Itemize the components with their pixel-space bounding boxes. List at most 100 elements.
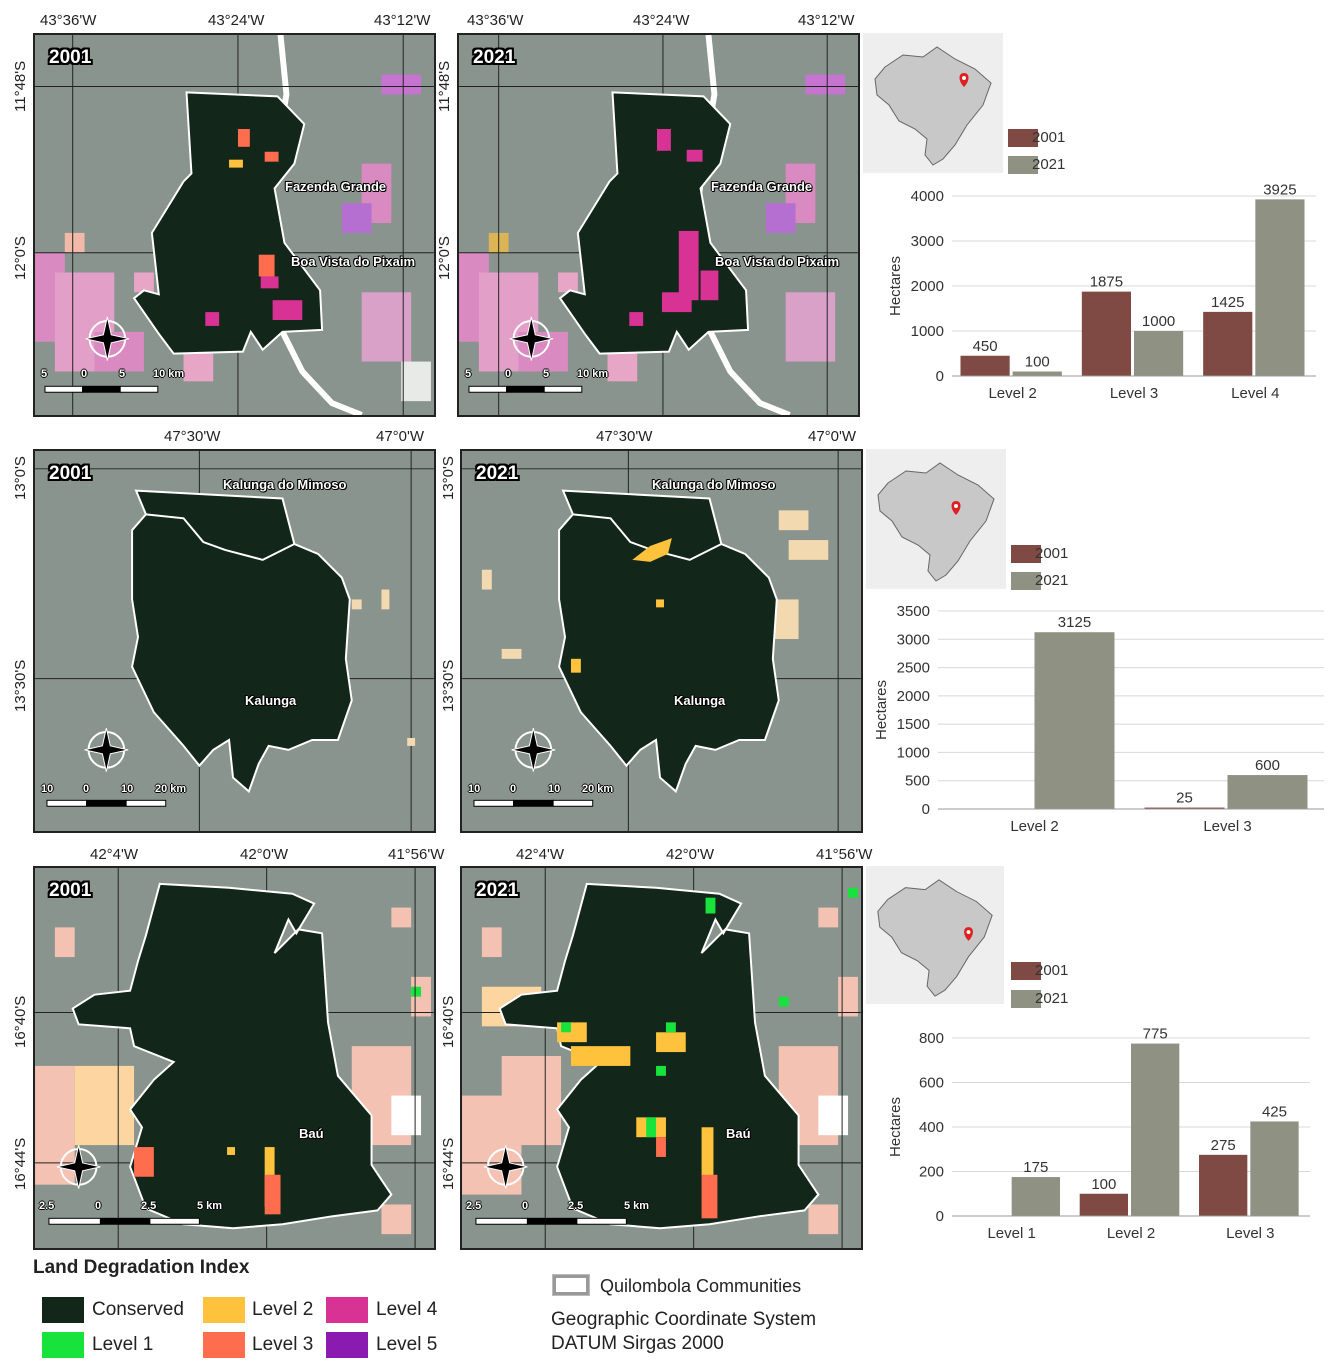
community-boundary <box>558 91 750 355</box>
bar <box>1081 291 1131 376</box>
scale-label: 5 km <box>197 1200 223 1212</box>
x-tick-label: Level 4 <box>1231 385 1279 402</box>
place-label: Baú <box>726 1126 751 1141</box>
community-boundary <box>71 882 393 1230</box>
legend-swatch-2021 <box>1011 990 1041 1008</box>
y-tick-label: 800 <box>919 1030 944 1047</box>
x-tick-label: Level 1 <box>987 1225 1035 1242</box>
lon-label: 43°36'W <box>40 12 97 29</box>
legend-item-communities: Quilombola Communities <box>600 1276 802 1296</box>
lat-label: 13°30'S <box>440 659 457 712</box>
scale-label: 2.5 <box>39 1200 55 1212</box>
data-label: 1000 <box>1142 313 1175 330</box>
legend-label: 2001 <box>1032 129 1066 146</box>
scale-label: 5 <box>465 368 472 380</box>
y-tick-label: 1500 <box>897 716 930 733</box>
bar <box>1227 775 1308 809</box>
scale-bar <box>473 799 594 807</box>
y-tick-label: 3000 <box>897 631 930 648</box>
bar <box>1034 632 1115 809</box>
map-canvas <box>35 868 434 1248</box>
x-tick-label: Level 2 <box>1010 818 1058 835</box>
data-label: 600 <box>1255 757 1280 774</box>
location-pin-icon <box>951 501 961 515</box>
data-label: 3125 <box>1058 614 1091 631</box>
scale-label: 0 <box>510 783 517 795</box>
place-label: Baú <box>299 1126 324 1141</box>
y-tick-label: 1000 <box>897 744 930 761</box>
map-canvas <box>462 451 861 831</box>
lon-label: 41°56'W <box>816 846 873 863</box>
scale-label: 10 km <box>153 368 185 380</box>
x-tick-label: Level 3 <box>1203 818 1251 835</box>
y-tick-label: 0 <box>936 1208 944 1225</box>
brazil-locator-map <box>866 449 1006 589</box>
legend-label: 2021 <box>1035 572 1069 589</box>
compass-icon <box>56 1144 101 1189</box>
bar <box>1255 199 1305 376</box>
y-tick-label: 3000 <box>911 233 944 250</box>
lon-label: 41°56'W <box>388 846 445 863</box>
scale-label: 10 km <box>577 368 609 380</box>
legend-swatch-level2 <box>203 1297 245 1323</box>
lon-label: 42°0'W <box>666 846 715 863</box>
legend-swatch-2021 <box>1008 156 1038 174</box>
map-year-label: 2001 <box>49 463 92 484</box>
legend-item-level1: Level 1 <box>92 1334 154 1355</box>
lat-label: 12°0'S <box>436 236 453 280</box>
bar <box>960 355 1010 376</box>
lat-label: 16°44'S <box>12 1137 29 1190</box>
chart-svg: 0 500 1000 1500 2000 2500 3000 3500 Hectares 3125… <box>873 603 1324 835</box>
lon-label: 47°30'W <box>164 428 221 445</box>
y-tick-label: 500 <box>905 773 930 790</box>
x-tick-label: Level 3 <box>1110 385 1158 402</box>
y-tick-label: 600 <box>919 1075 944 1092</box>
bar <box>1203 311 1253 376</box>
community-boundary <box>145 513 295 561</box>
legend-item-level5: Level 5 <box>376 1334 438 1355</box>
y-tick-label: 2000 <box>897 688 930 705</box>
lat-label: 12°0'S <box>12 236 29 280</box>
community-boundary <box>498 882 820 1230</box>
legend-label: 2021 <box>1032 156 1066 173</box>
map-panel: 2001 Fazenda Grande Boa Vista do Pixaim … <box>33 33 436 417</box>
legend-title: Land Degradation Index <box>33 1257 250 1278</box>
bar <box>1199 1154 1248 1216</box>
place-label: Boa Vista do Pixaim <box>715 254 840 269</box>
lon-label: 47°0'W <box>808 428 857 445</box>
lon-label: 42°4'W <box>90 846 139 863</box>
lat-label: 13°0'S <box>12 456 29 500</box>
scale-label: 5 <box>543 368 550 380</box>
legend-swatch-level1 <box>42 1332 84 1358</box>
chart-svg: 0 200 400 600 800 Hectares 175 Level 1 100 775 Lev… <box>887 1026 1310 1242</box>
degradation-patches <box>570 538 672 673</box>
legend-item-level3: Level 3 <box>252 1334 314 1355</box>
data-label: 275 <box>1211 1137 1236 1154</box>
y-axis-label: Hectares <box>873 680 890 740</box>
data-label: 1875 <box>1090 274 1123 291</box>
scale-label: 0 <box>83 783 90 795</box>
place-label: Boa Vista do Pixaim <box>291 254 416 269</box>
legend-label: 2021 <box>1035 990 1069 1007</box>
scale-label: 0 <box>95 1200 102 1212</box>
scale-label: 10 <box>548 783 561 795</box>
y-tick-label: 200 <box>919 1164 944 1181</box>
chart-svg: 0 1000 2000 3000 4000 Hectares 450 100 Level 2 18… <box>887 181 1316 402</box>
map-panel: 2021 Baú 2.5 0 2.5 5 km <box>460 866 863 1250</box>
map-year-label: 2001 <box>49 880 92 901</box>
degradation-patches <box>629 129 719 326</box>
place-label: Kalunga <box>245 693 297 708</box>
lon-label: 47°30'W <box>596 428 653 445</box>
scale-label: 20 km <box>582 783 614 795</box>
data-label: 100 <box>1091 1176 1116 1193</box>
scale-bar <box>44 385 159 393</box>
scale-label: 20 km <box>155 783 187 795</box>
community-boundary <box>131 489 353 794</box>
map-year-label: 2001 <box>49 47 92 68</box>
legend-swatch-level5 <box>326 1332 368 1358</box>
bar <box>1144 807 1225 809</box>
x-tick-label: Level 3 <box>1226 1225 1274 1242</box>
legend-item-level4: Level 4 <box>376 1299 438 1320</box>
crs-line1: Geographic Coordinate System <box>551 1309 817 1330</box>
data-label: 1425 <box>1211 294 1244 311</box>
